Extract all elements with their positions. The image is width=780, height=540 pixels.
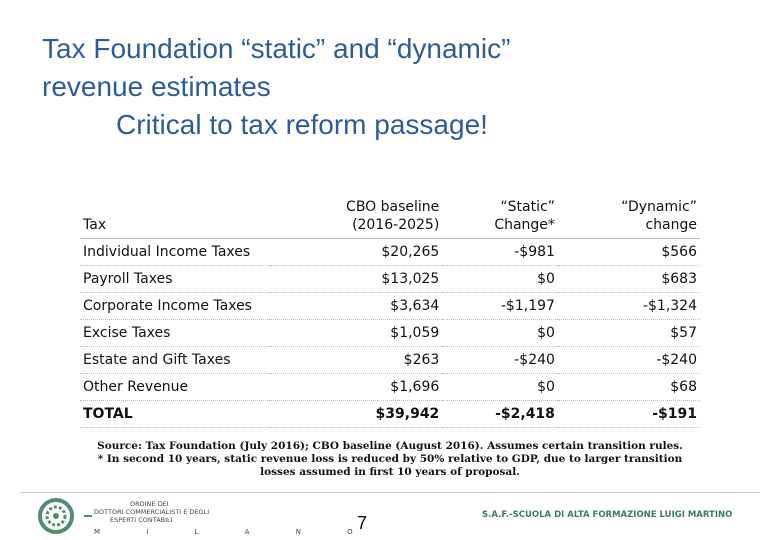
table-body: Individual Income Taxes $20,265 -$981 $566 P… <box>80 238 700 428</box>
note: * In second 10 years, static revenue los… <box>97 453 683 465</box>
logo <box>38 498 92 534</box>
logo-ring <box>38 498 74 534</box>
table-cell: -$1,324 <box>557 292 700 320</box>
table-cell: Payroll Taxes <box>80 265 270 293</box>
table-row: Estate and Gift Taxes $263 -$240 -$240 <box>80 346 700 374</box>
title-line: revenue estimates <box>42 71 271 102</box>
header-cell: “Dynamic” change <box>557 192 700 239</box>
header-cell: Tax <box>80 192 270 239</box>
table-cell: -$240 <box>442 346 558 374</box>
table-row: Individual Income Taxes $20,265 -$981 $566 <box>80 238 700 266</box>
table-cell: -$981 <box>442 238 558 266</box>
table-cell: $0 <box>442 319 558 347</box>
note: losses assumed in first 10 years of prop… <box>260 466 520 478</box>
table-cell: $566 <box>557 238 700 266</box>
logo-text: ORDINE DEI <box>130 500 169 508</box>
header-cell: CBO baseline (2016-2025) <box>270 192 443 239</box>
table-cell: $263 <box>270 346 443 374</box>
logo-core <box>45 505 67 527</box>
table-cell: $0 <box>442 265 558 293</box>
table-row: Other Revenue $1,696 $0 $68 <box>80 373 700 401</box>
table-cell: -$191 <box>557 400 700 428</box>
table-cell: $68 <box>557 373 700 401</box>
table-row: Payroll Taxes $13,025 $0 $683 <box>80 265 700 293</box>
title-line: Tax Foundation “static” and “dynamic” <box>42 33 511 64</box>
table-cell: Individual Income Taxes <box>80 238 270 266</box>
table-cell: $3,634 <box>270 292 443 320</box>
table-cell: $39,942 <box>270 400 443 428</box>
table-cell: -$1,197 <box>442 292 558 320</box>
note: Source: Tax Foundation (July 2016); CBO … <box>97 440 683 452</box>
table-cell: $13,025 <box>270 265 443 293</box>
table-cell: $1,696 <box>270 373 443 401</box>
organization: S.A.F.-SCUOLA DI ALTA FORMAZIONE LUIGI M… <box>482 510 733 520</box>
table-cell: $1,059 <box>270 319 443 347</box>
logo-text: ESPERTI CONTABILI <box>110 516 173 524</box>
footer-rule <box>20 492 760 493</box>
logo-text: DOTTORI COMMERCIALISTI E DEGLI <box>94 508 210 516</box>
table-cell: $57 <box>557 319 700 347</box>
header-cell: “Static” Change* <box>442 192 558 239</box>
header-row: Tax CBO baseline (2016-2025) “Static” Chan… <box>80 192 700 239</box>
logo-text: M I L A N O <box>94 528 375 536</box>
table-row: TOTAL $39,942 -$2,418 -$191 <box>80 400 700 428</box>
revenue-table: Tax CBO baseline (2016-2025) “Static” Chan… <box>80 192 700 428</box>
table-cell: Corporate Income Taxes <box>80 292 270 320</box>
notes: Source: Tax Foundation (July 2016); CBO … <box>40 440 740 479</box>
table-cell: $683 <box>557 265 700 293</box>
title-line: Critical to tax reform passage! <box>116 109 488 140</box>
table-cell: Other Revenue <box>80 373 270 401</box>
table-cell: TOTAL <box>80 400 270 428</box>
table-cell: Estate and Gift Taxes <box>80 346 270 374</box>
page-number: 7 <box>357 513 368 533</box>
table-row: Excise Taxes $1,059 $0 $57 <box>80 319 700 347</box>
table-cell: -$240 <box>557 346 700 374</box>
table-cell: $0 <box>442 373 558 401</box>
table-cell: -$2,418 <box>442 400 558 428</box>
logo-dot <box>53 513 59 519</box>
table-cell: Excise Taxes <box>80 319 270 347</box>
table-cell: $20,265 <box>270 238 443 266</box>
table-row: Corporate Income Taxes $3,634 -$1,197 -$1,3… <box>80 292 700 320</box>
